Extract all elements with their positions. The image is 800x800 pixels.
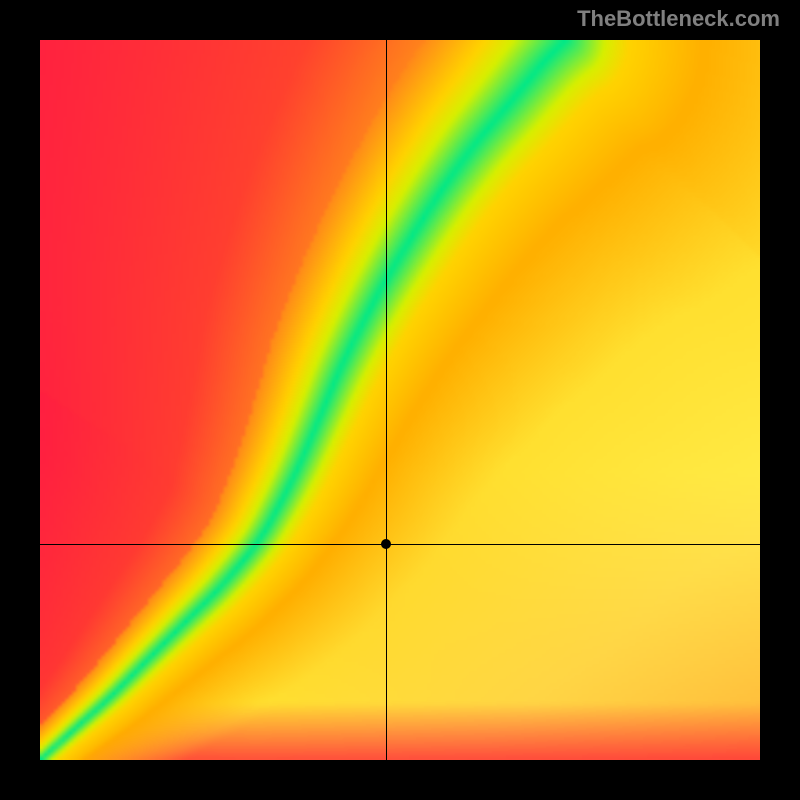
watermark-text: TheBottleneck.com — [577, 6, 780, 32]
plot-area — [40, 40, 760, 760]
crosshair-vertical — [386, 40, 387, 760]
heatmap-canvas — [40, 40, 760, 760]
crosshair-marker — [381, 539, 391, 549]
chart-container: TheBottleneck.com — [0, 0, 800, 800]
crosshair-horizontal — [40, 544, 760, 545]
